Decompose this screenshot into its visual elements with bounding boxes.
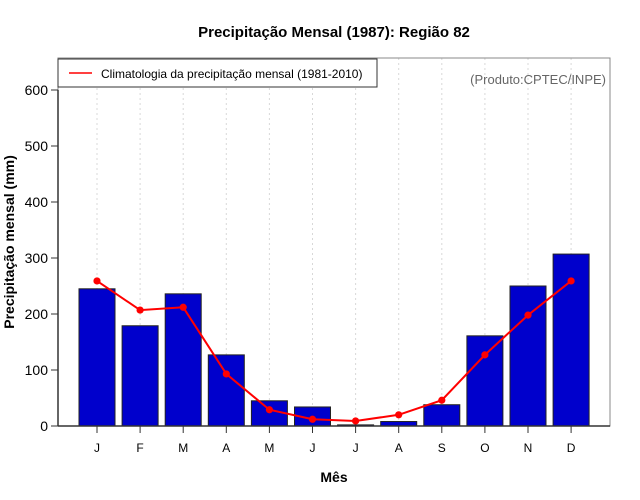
x-tick-label: M bbox=[264, 441, 274, 455]
climatology-point-3 bbox=[222, 370, 230, 378]
climatology-point-5 bbox=[308, 415, 317, 423]
climatology-point-7 bbox=[395, 411, 403, 419]
x-tick-label: J bbox=[353, 441, 359, 455]
y-tick-label: 0 bbox=[40, 418, 48, 434]
bar-10 bbox=[509, 285, 547, 427]
x-tick-label: N bbox=[524, 441, 533, 455]
climatology-line bbox=[96, 280, 572, 422]
bar-8 bbox=[423, 404, 461, 427]
y-ticks: 0 100 200 300 400 500 600 bbox=[25, 82, 58, 434]
bar-2 bbox=[164, 293, 202, 427]
x-tick-label: D bbox=[567, 441, 576, 455]
climatology-point-0 bbox=[93, 277, 101, 285]
x-tick-label: A bbox=[395, 441, 403, 455]
climatology-point-4 bbox=[265, 406, 273, 414]
x-tick-label: A bbox=[222, 441, 230, 455]
y-tick-label: 500 bbox=[25, 138, 49, 154]
climatology-point-1 bbox=[136, 306, 144, 314]
climatology-point-6 bbox=[352, 417, 360, 425]
y-tick-label: 100 bbox=[25, 362, 49, 378]
bar-0 bbox=[78, 288, 116, 427]
climatology-point-9 bbox=[481, 351, 489, 359]
legend: Climatologia da precipitação mensal (198… bbox=[57, 58, 378, 88]
climatology-point-10 bbox=[524, 311, 532, 319]
climatology-point-8 bbox=[438, 396, 446, 404]
climatology-point-2 bbox=[179, 303, 187, 311]
climatology-point-11 bbox=[567, 277, 575, 285]
y-axis-label: Precipitação mensal (mm) bbox=[1, 155, 17, 329]
y-tick-label: 400 bbox=[25, 194, 49, 210]
bar-9 bbox=[466, 335, 504, 427]
legend-box bbox=[57, 58, 378, 88]
credit-annotation: (Produto:CPTEC/INPE) bbox=[470, 72, 606, 87]
chart-title: Precipitação Mensal (1987): Região 82 bbox=[198, 24, 470, 41]
x-tick-label: S bbox=[438, 441, 446, 455]
y-tick-label: 200 bbox=[25, 306, 49, 322]
legend-entry-climatology: Climatologia da precipitação mensal (198… bbox=[101, 67, 362, 81]
y-tick-label: 300 bbox=[25, 250, 49, 266]
x-tick-label: O bbox=[480, 441, 489, 455]
x-tick-label: J bbox=[310, 441, 316, 455]
x-tick-label: M bbox=[178, 441, 188, 455]
x-axis-label: Mês bbox=[320, 469, 347, 485]
bar-3 bbox=[207, 354, 245, 427]
bars-group bbox=[78, 253, 590, 427]
y-tick-label: 600 bbox=[25, 82, 49, 98]
x-tick-label: F bbox=[136, 441, 143, 455]
bar-1 bbox=[121, 325, 159, 427]
climatology-line-group bbox=[93, 277, 575, 425]
x-tick-label: J bbox=[94, 441, 100, 455]
